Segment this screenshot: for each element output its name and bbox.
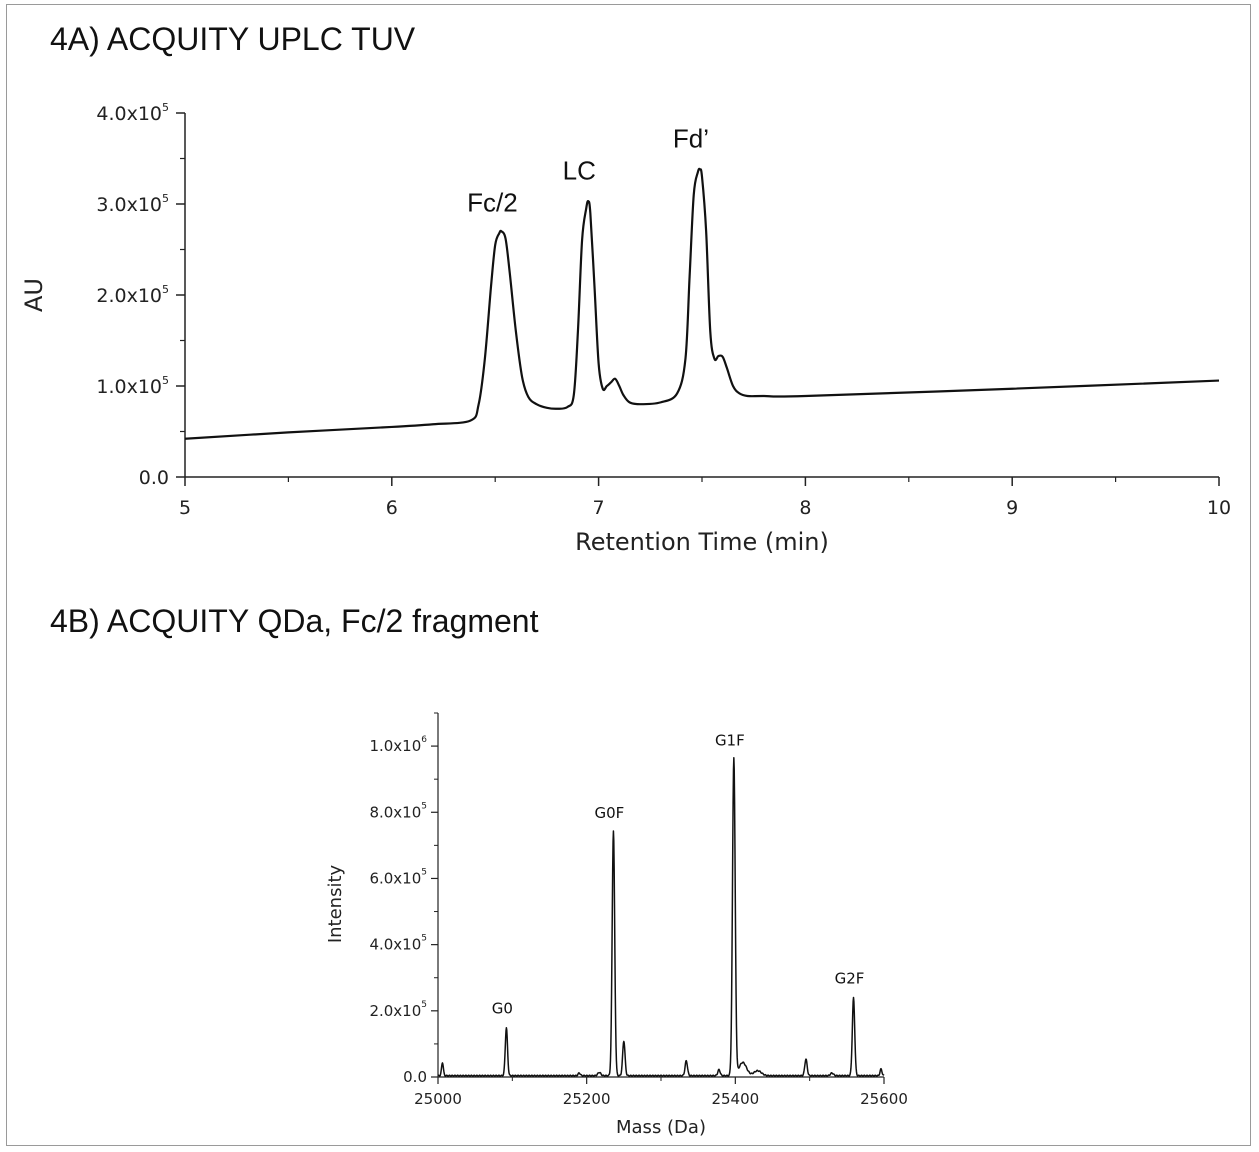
panel-b-x-axis-label: Mass (Da) (616, 1117, 706, 1138)
panel-b-y-tick-label: 1.0x106 (369, 735, 427, 755)
panel-a-trace (184, 167, 1220, 440)
panel-a-x-axis-label: Retention Time (min) (575, 528, 829, 556)
panel-a-x-tick-label: 5 (179, 497, 191, 519)
panel-a-peak-label: Fc/2 (467, 187, 518, 217)
panel-b-x-tick-label: 25400 (711, 1090, 759, 1108)
panel-a-y-tick-label: 2.0x105 (96, 283, 169, 307)
panel-a-y-tick-label: 1.0x105 (96, 374, 169, 398)
panel-b-x-tick-label: 25200 (563, 1090, 611, 1108)
panel-a-y-tick-label: 3.0x105 (96, 192, 169, 216)
panel-a-y-axis-label: AU (20, 278, 48, 312)
panel-a-y-tick-label-base: 4.0x10 (96, 103, 162, 125)
panel-a: 4A) ACQUITY UPLC TUV 5 6 7 8 9 100.01.0x1052.… (20, 21, 1231, 556)
panel-b-peak-label: G0F (595, 804, 625, 822)
panel-a-y-tick-label-exp: 5 (162, 192, 169, 205)
panel-b-y-tick-label-exp: 5 (421, 1000, 427, 1010)
panel-b-title: 4B) ACQUITY QDa, Fc/2 fragment (50, 603, 539, 639)
panel-b-x-tick-label: 25000 (414, 1090, 462, 1108)
panel-b-axes (437, 713, 884, 1078)
panel-b-y-tick-label-exp: 6 (421, 735, 427, 745)
panel-a-x-tick-label: 8 (799, 497, 811, 519)
panel-a-y-tick-label: 0.0 (139, 467, 169, 489)
panel-b-x-tick-label: 25600 (860, 1090, 908, 1108)
panel-a-axes (184, 113, 1219, 478)
panel-a-y-tick-label-base: 3.0x10 (96, 194, 162, 216)
panel-a-peak-label: LC (563, 155, 596, 185)
panel-b-y-tick-label-exp: 5 (421, 867, 427, 877)
panel-b-y-tick-label-base: 6.0x10 (369, 869, 421, 887)
panel-b-y-tick-label: 0.0 (403, 1068, 427, 1086)
panel-a-y-tick-label: 4.0x105 (96, 101, 169, 125)
panel-b-y-tick-label: 4.0x105 (369, 934, 427, 954)
panel-a-y-tick-label-base: 1.0x10 (96, 376, 162, 398)
panel-a-y-tick-label-base: 0.0 (139, 467, 169, 489)
panel-a-y-tick-label-base: 2.0x10 (96, 285, 162, 307)
panel-b-y-tick-label-exp: 5 (421, 801, 427, 811)
panel-b-peak-label: G2F (835, 970, 865, 988)
panel-b: 4B) ACQUITY QDa, Fc/2 fragment 25000 2520… (50, 603, 908, 1138)
panel-a-x-tick-label: 10 (1207, 497, 1231, 519)
panel-a-x-tick-label: 6 (386, 497, 398, 519)
panel-b-y-tick-label-base: 4.0x10 (369, 936, 421, 954)
panel-b-y-axis-label: Intensity (325, 864, 346, 943)
panel-b-y-tick-label-exp: 5 (421, 934, 427, 944)
panel-b-trace (437, 757, 885, 1077)
panel-a-x-tick-label: 7 (593, 497, 605, 519)
panel-a-y-tick-label-exp: 5 (162, 101, 169, 114)
panel-a-y-tick-label-exp: 5 (162, 283, 169, 296)
panel-a-x-tick-label: 9 (1006, 497, 1018, 519)
panel-b-y-tick-label-base: 1.0x10 (369, 737, 421, 755)
figure-frame (6, 4, 1251, 1146)
panel-a-peak-label: Fd’ (673, 124, 709, 154)
panel-a-y-tick-label-exp: 5 (162, 374, 169, 387)
panel-b-y-tick-label: 2.0x105 (369, 1000, 427, 1020)
panel-b-y-tick-label-base: 8.0x10 (369, 803, 421, 821)
panel-a-title: 4A) ACQUITY UPLC TUV (50, 21, 416, 57)
panel-b-y-tick-label-base: 0.0 (403, 1068, 427, 1086)
panel-b-peak-label: G1F (715, 731, 745, 749)
panel-b-y-tick-label-base: 2.0x10 (369, 1002, 421, 1020)
panel-b-y-tick-label: 8.0x105 (369, 801, 427, 821)
panel-b-peak-label: G0 (492, 999, 513, 1017)
panel-b-y-tick-label: 6.0x105 (369, 867, 427, 887)
